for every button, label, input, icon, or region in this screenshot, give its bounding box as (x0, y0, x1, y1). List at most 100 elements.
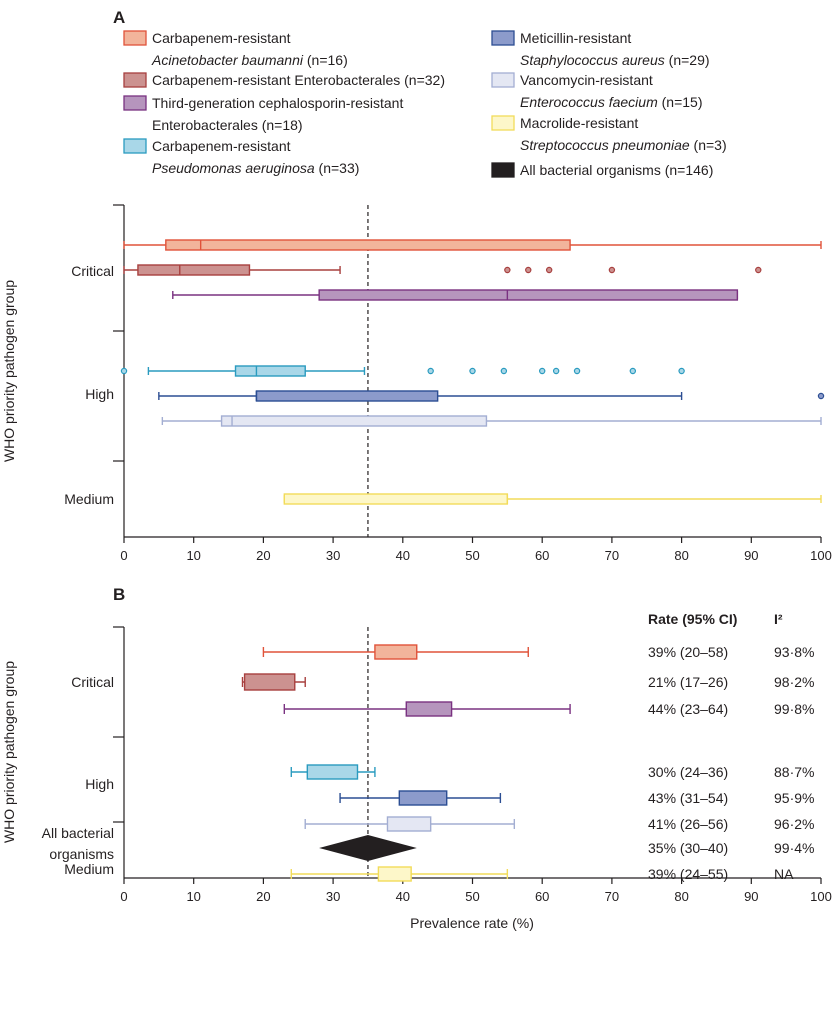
panel-b: B 0 10 20 30 40 50 60 70 80 90 100 Prevalence rate (… (1, 585, 832, 931)
legend-label2-sp: Streptococcus pneumoniae (n=3) (520, 137, 727, 153)
outlier-pa-5 (552, 367, 560, 375)
estimate-box-cre (243, 673, 296, 691)
outlier-cre-4 (755, 266, 762, 274)
forest-row-all: 35% (30–40) 99·4% (319, 835, 814, 861)
outlier-pa-4 (539, 367, 546, 375)
rate-text-sp: 39% (24–55) (648, 866, 728, 882)
outlier-pa-7 (629, 367, 637, 375)
x-tick-label-b-20: 20 (256, 889, 270, 904)
rate-text-pa: 30% (24–36) (648, 764, 728, 780)
x-tick-label-a-10: 10 (186, 548, 200, 563)
x-tick-label-b-90: 90 (744, 889, 758, 904)
legend-label2-g3: Enterobacterales (n=18) (152, 117, 303, 133)
legend-swatch-ab (123, 30, 147, 46)
box-pa (234, 365, 306, 377)
box-sp (283, 493, 509, 505)
x-tick-label-a-30: 30 (326, 548, 340, 563)
box-ab (165, 239, 571, 251)
outlier-pa-2 (469, 367, 476, 375)
y-axis-label-b: WHO priority pathogen group (1, 661, 17, 843)
x-tick-label-a-40: 40 (396, 548, 410, 563)
estimate-box-g3 (405, 701, 453, 717)
group-label-b-medium: Medium (64, 861, 114, 877)
legend-swatch-vre (491, 72, 515, 88)
outlier-mrsa-0 (817, 392, 825, 400)
estimate-box-sp (377, 866, 412, 882)
boxplot-mrsa (158, 390, 825, 402)
x-tick-label-b-0: 0 (120, 889, 127, 904)
rate-text-g3: 44% (23–64) (648, 701, 728, 717)
box-g3 (318, 289, 739, 301)
x-tick-label-a-20: 20 (256, 548, 270, 563)
i2-text-mrsa: 95·9% (774, 790, 814, 806)
estimate-box-mrsa (398, 790, 448, 806)
x-tick-label-b-60: 60 (535, 889, 549, 904)
x-tick-label-a-60: 60 (535, 548, 549, 563)
forest-row-vre: 41% (26–56) 96·2% (304, 816, 814, 832)
i2-text-cre: 98·2% (774, 674, 814, 690)
forest-row-cre: 21% (17–26) 98·2% (241, 673, 814, 691)
legend-label-mrsa: Meticillin-resistant (520, 30, 631, 46)
rate-text-vre: 41% (26–56) (648, 816, 728, 832)
outlier-pa-6 (573, 367, 581, 375)
panel-label-b: B (113, 585, 125, 604)
forest-row-ab: 39% (20–58) 93·8% (262, 644, 814, 660)
boxplot-pa (120, 365, 685, 377)
outlier-cre-1 (525, 266, 532, 274)
overall-label-line1: All bacterial (42, 825, 114, 841)
estimate-box-ab (374, 644, 418, 660)
rate-text-mrsa: 43% (31–54) (648, 790, 728, 806)
group-label-b-critical: Critical (71, 674, 114, 690)
boxplot-g3 (172, 289, 739, 301)
outlier-pa-8 (678, 367, 685, 375)
legend-swatch-pa (123, 138, 147, 154)
i2-text-ab: 93·8% (774, 644, 814, 660)
legend-label-g3: Third-generation cephalosporin-resistant (152, 95, 403, 111)
rate-text-ab: 39% (20–58) (648, 644, 728, 660)
group-label-a-medium: Medium (64, 491, 114, 507)
legend-swatch-all (491, 162, 515, 178)
legend-label2-vre: Enterococcus faecium (n=15) (520, 94, 702, 110)
y-axis-label-a: WHO priority pathogen group (1, 280, 17, 462)
x-tick-label-a-50: 50 (465, 548, 479, 563)
rate-text-cre: 21% (17–26) (648, 674, 728, 690)
outlier-cre-0 (504, 266, 511, 274)
forest-row-g3: 44% (23–64) 99·8% (283, 701, 814, 717)
outlier-pa-0 (120, 367, 128, 375)
forest-row-pa: 30% (24–36) 88·7% (290, 764, 814, 780)
overall-label-line2: organisms (49, 846, 114, 862)
estimate-box-pa (306, 764, 359, 780)
boxplot-sp (283, 493, 822, 505)
box-mrsa (255, 390, 439, 402)
x-tick-label-a-80: 80 (674, 548, 688, 563)
x-tick-label-b-100: 100 (810, 889, 832, 904)
x-axis-label: Prevalence rate (%) (410, 915, 534, 931)
rate-text-all: 35% (30–40) (648, 840, 728, 856)
legend-label2-ab: Acinetobacter baumanni (n=16) (151, 52, 348, 68)
boxplot-cre (123, 264, 762, 276)
forest-row-mrsa: 43% (31–54) 95·9% (339, 790, 814, 806)
group-label-a-critical: Critical (71, 263, 114, 279)
x-tick-label-b-40: 40 (396, 889, 410, 904)
diamond-overall (319, 835, 417, 861)
legend-swatch-mrsa (491, 30, 515, 46)
panel-a: A Critical High Medium WHO priority pathogen… (1, 8, 832, 563)
boxplot-vre (161, 415, 822, 427)
x-tick-label-a-90: 90 (744, 548, 758, 563)
legend-label-ab: Carbapenem-resistant (152, 30, 291, 46)
outlier-cre-3 (608, 266, 616, 274)
i2-text-sp: NA (774, 866, 794, 882)
group-label-b-high: High (85, 776, 114, 792)
legend-swatch-sp (491, 115, 515, 131)
outlier-pa-1 (427, 367, 434, 375)
box-cre (137, 264, 251, 276)
i2-text-all: 99·4% (774, 840, 814, 856)
legend-label2-pa: Pseudomonas aeruginosa (n=33) (152, 160, 359, 176)
outlier-pa-3 (500, 367, 508, 375)
x-tick-label-b-70: 70 (605, 889, 619, 904)
x-tick-label-a-0: 0 (120, 548, 127, 563)
box-vre (220, 415, 488, 427)
outlier-cre-2 (545, 266, 553, 274)
x-tick-label-a-70: 70 (605, 548, 619, 563)
